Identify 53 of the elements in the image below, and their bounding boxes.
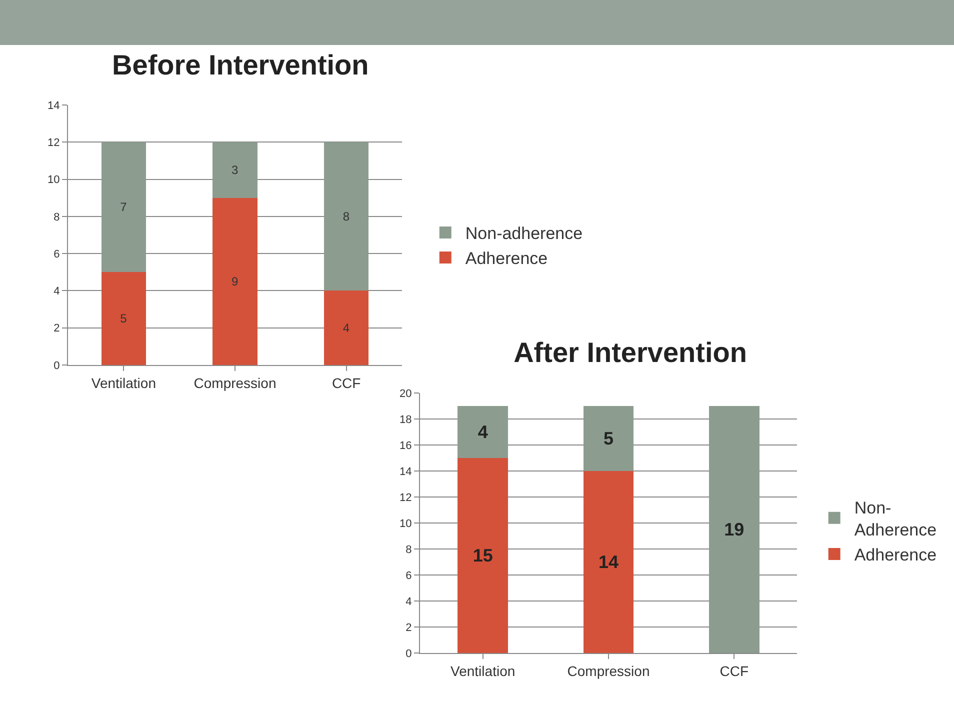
y-tick-label: 0 — [406, 648, 412, 660]
y-tick-label: 0 — [54, 360, 60, 372]
legend-label: Adherence — [854, 546, 937, 565]
bar — [212, 142, 258, 198]
data-label: 19 — [724, 520, 744, 540]
y-tick-label: 2 — [54, 322, 60, 335]
y-tick-label: 10 — [48, 174, 60, 186]
y-tick-label: 6 — [54, 248, 60, 260]
bar — [324, 142, 369, 291]
x-tick-label: Compression — [194, 374, 276, 391]
y-tick-label: 16 — [400, 440, 412, 452]
y-tick-label: 12 — [400, 492, 412, 504]
data-label: 5 — [603, 428, 614, 448]
bar — [458, 458, 508, 653]
data-label: 7 — [120, 200, 128, 214]
y-tick-label: 18 — [400, 414, 412, 426]
chart-title: After Intervention — [514, 336, 747, 368]
x-tick-label: CCF — [720, 662, 749, 679]
legend-label: Non-adherence — [465, 224, 583, 244]
y-tick-label: 12 — [48, 136, 60, 149]
legend-label: Adherence — [465, 249, 548, 268]
legend-label: Non-Adherence — [854, 498, 937, 540]
bar — [709, 406, 760, 653]
data-label: 9 — [232, 274, 238, 288]
x-tick-label: Ventilation — [91, 374, 156, 391]
bar — [583, 471, 634, 653]
y-tick-label: 6 — [406, 570, 412, 582]
y-tick-label: 2 — [406, 622, 412, 634]
y-tick-label: 10 — [400, 518, 412, 530]
x-tick-label: Ventilation — [450, 662, 516, 679]
y-tick-label: 20 — [400, 388, 412, 400]
data-label: 4 — [478, 422, 488, 442]
data-label: 8 — [342, 209, 350, 224]
bar — [324, 290, 369, 365]
bar — [212, 198, 258, 365]
y-tick-label: 4 — [406, 596, 412, 608]
x-tick-label: CCF — [332, 374, 361, 391]
y-tick-label: 4 — [54, 286, 60, 298]
data-label: 4 — [342, 320, 350, 335]
bar — [101, 272, 146, 365]
bar — [583, 406, 634, 471]
data-label: 5 — [120, 312, 128, 326]
chart-title: Before Intervention — [112, 50, 369, 81]
data-label: 14 — [598, 552, 619, 572]
y-tick-label: 14 — [400, 466, 412, 478]
bar — [101, 142, 146, 272]
data-label: 15 — [472, 546, 493, 566]
y-tick-label: 8 — [406, 544, 412, 556]
x-tick-label: Compression — [567, 662, 650, 679]
y-tick-label: 14 — [48, 100, 60, 112]
data-label: 3 — [232, 163, 238, 177]
bar — [458, 406, 508, 458]
y-tick-label: 8 — [54, 211, 60, 224]
